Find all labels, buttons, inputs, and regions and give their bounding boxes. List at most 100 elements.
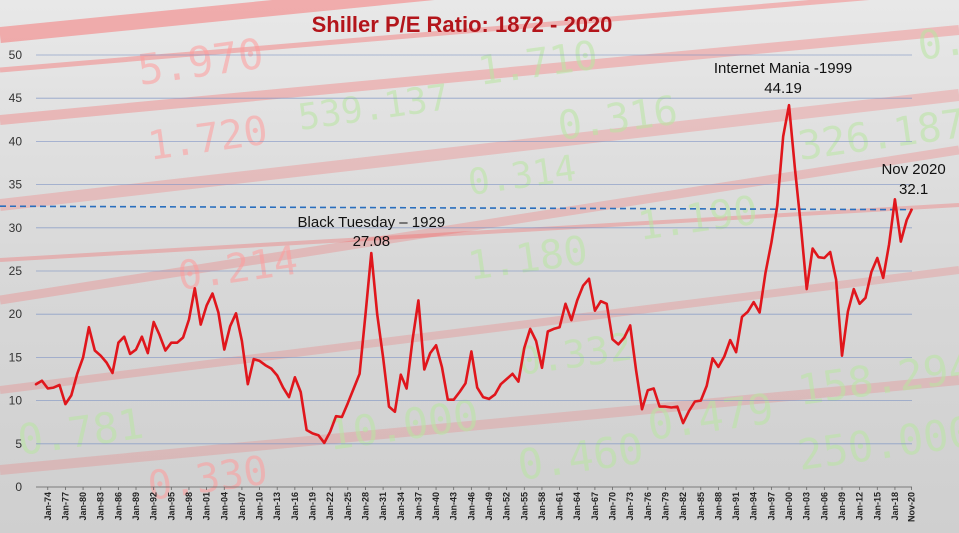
data-point [558,326,560,328]
data-point [364,313,366,315]
x-tick-label: Jan-85 [696,492,706,521]
data-point [900,240,902,242]
x-tick-label: Jan-03 [802,492,812,521]
data-point [347,402,349,404]
data-point [758,311,760,313]
x-tick-label: Jan-73 [625,492,635,521]
data-point [906,219,908,221]
annotation-value: 32.1 [899,181,928,198]
data-point [182,336,184,338]
data-point [729,339,731,341]
data-point [741,316,743,318]
data-point [600,300,602,302]
data-point [335,415,337,417]
x-tick-label: Jan-40 [431,492,441,521]
y-tick-label: 20 [9,307,23,321]
data-point [276,374,278,376]
x-axis-ticks: Jan-74 Jan-77 Jan-80 Jan-83 Jan-86 Jan-89 Jan-… [43,487,917,522]
gridlines [36,54,912,488]
data-point [653,387,655,389]
data-point [747,310,749,312]
x-tick-label: Jan-64 [572,492,582,521]
data-point [617,343,619,345]
x-tick-label: Jan-61 [555,492,565,521]
y-tick-label: 10 [9,394,23,408]
data-point [194,287,196,289]
data-point [70,394,72,396]
data-point [47,387,49,389]
data-point [300,391,302,393]
x-tick-label: Jan-18 [890,492,900,521]
data-point [323,442,325,444]
data-point [200,323,202,325]
annotation-label: Internet Mania -1999 [714,60,852,77]
data-point [776,204,778,206]
data-point [453,399,455,401]
data-point [553,328,555,330]
data-point [823,257,825,259]
data-point [811,247,813,249]
series-line-shiller-pe [34,103,913,445]
chart-title: Shiller P/E Ratio: 1872 - 2020 [312,12,613,37]
data-point [788,104,790,106]
data-point [129,353,131,355]
x-tick-label: Jan-01 [202,492,212,521]
data-point [517,380,519,382]
x-tick-label: Jan-74 [43,492,53,521]
data-point [123,335,125,337]
data-point [429,352,431,354]
data-point [405,387,407,389]
x-tick-label: Jan-16 [290,492,300,521]
current-level-reference-line [0,205,913,211]
x-tick-label: Jan-13 [272,492,282,521]
y-tick-label: 15 [9,350,23,364]
data-point [135,348,137,350]
data-point [700,399,702,401]
annotation-value: 27.08 [353,233,391,250]
x-tick-label: Jan-95 [166,492,176,521]
data-point [258,360,260,362]
data-point [141,335,143,337]
data-point [147,352,149,354]
data-point [94,349,96,351]
data-point [623,336,625,338]
data-point [441,366,443,368]
x-tick-label: Jan-86 [113,492,123,521]
x-tick-label: Jan-43 [449,492,459,521]
data-point [682,422,684,424]
y-tick-label: 0 [15,480,22,494]
data-point [88,326,90,328]
x-tick-label: Jan-22 [325,492,335,521]
x-tick-label: Jan-00 [784,492,794,521]
y-tick-label: 45 [9,91,23,105]
data-point [805,288,807,290]
x-tick-label: Jan-19 [308,492,318,521]
data-point [282,386,284,388]
data-point [176,342,178,344]
data-point [482,396,484,398]
x-tick-label: Jan-77 [60,492,70,521]
data-point [247,383,249,385]
y-tick-label: 50 [9,48,23,62]
data-point [864,297,866,299]
data-point [876,257,878,259]
data-point [629,324,631,326]
x-tick-label: Jan-46 [466,492,476,521]
data-point [294,376,296,378]
data-point [770,241,772,243]
data-point [688,410,690,412]
background-streak [0,0,870,73]
x-tick-label: Jan-92 [149,492,159,521]
y-tick-label: 35 [9,178,23,192]
data-point [64,403,66,405]
data-point [664,405,666,407]
data-point [211,292,213,294]
data-point [288,396,290,398]
x-tick-label: Jan-58 [537,492,547,521]
background-streak [0,145,959,305]
data-point [470,350,472,352]
x-tick-label: Jan-34 [396,492,406,521]
x-tick-label: Jan-09 [837,492,847,521]
x-tick-label: Jan-97 [766,492,776,521]
